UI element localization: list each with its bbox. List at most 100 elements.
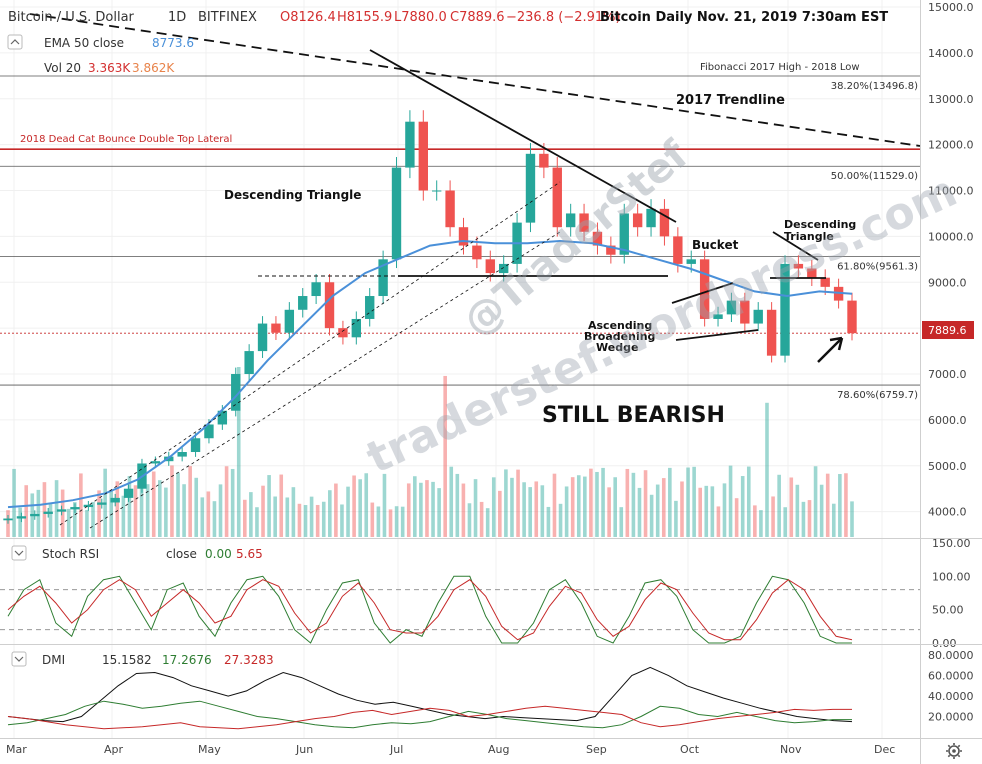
still-bearish-label: STILL BEARISH bbox=[542, 403, 725, 428]
volume-bar bbox=[570, 477, 575, 537]
candle-body[interactable] bbox=[365, 296, 375, 319]
candle-body[interactable] bbox=[231, 374, 241, 411]
candle-body[interactable] bbox=[432, 190, 442, 192]
candle-body[interactable] bbox=[579, 213, 589, 232]
volume-bar bbox=[777, 474, 781, 537]
price-tick-label: 9000.0 bbox=[928, 276, 967, 289]
candle-body[interactable] bbox=[324, 282, 335, 329]
volume-bar bbox=[601, 467, 605, 537]
candle-body[interactable] bbox=[726, 300, 737, 315]
descending-triangle-2-top[interactable] bbox=[772, 231, 819, 261]
candle-body[interactable] bbox=[458, 227, 469, 246]
candle-body[interactable] bbox=[485, 259, 495, 274]
candle-body[interactable] bbox=[525, 153, 536, 223]
candle-body[interactable] bbox=[351, 318, 362, 338]
volume-bar bbox=[558, 503, 563, 537]
volume-label[interactable]: Vol 20 bbox=[44, 61, 81, 75]
candle-body[interactable] bbox=[43, 511, 53, 514]
descending-triangle-2-label-a: Descending bbox=[784, 218, 856, 231]
candle-body[interactable] bbox=[83, 504, 94, 508]
candle-body[interactable] bbox=[418, 121, 428, 191]
candle-body[interactable] bbox=[16, 516, 27, 519]
trendline-2017[interactable] bbox=[29, 13, 921, 147]
volume-bar bbox=[321, 501, 326, 537]
candle-body[interactable] bbox=[552, 167, 562, 228]
candle-body[interactable] bbox=[686, 259, 696, 264]
volume-bar bbox=[655, 484, 660, 537]
stoch-rsi-label[interactable]: Stoch RSI bbox=[42, 547, 99, 561]
candle-body[interactable] bbox=[30, 513, 40, 517]
candle-body[interactable] bbox=[378, 259, 388, 297]
broadening-wedge-top[interactable] bbox=[671, 282, 734, 304]
candle-body[interactable] bbox=[177, 452, 187, 457]
candle-body[interactable] bbox=[820, 277, 830, 287]
interval-label[interactable]: 1D bbox=[168, 10, 186, 25]
candle-body[interactable] bbox=[766, 309, 777, 356]
candle-body[interactable] bbox=[592, 231, 603, 246]
candle-body[interactable] bbox=[284, 309, 295, 333]
candle-body[interactable] bbox=[659, 208, 670, 237]
candle-body[interactable] bbox=[150, 461, 161, 464]
dmi-series--DI[interactable] bbox=[7, 705, 852, 730]
dmi-label[interactable]: DMI bbox=[42, 653, 65, 667]
candle-body[interactable] bbox=[405, 121, 415, 168]
candle-body[interactable] bbox=[646, 208, 656, 228]
dmi-series-+DI[interactable] bbox=[7, 700, 852, 729]
volume-bar bbox=[698, 487, 703, 537]
candle-body[interactable] bbox=[123, 488, 134, 498]
candle-body[interactable] bbox=[97, 502, 107, 505]
candle-body[interactable] bbox=[807, 268, 817, 278]
settings-gear-icon[interactable] bbox=[946, 743, 962, 759]
candle-body[interactable] bbox=[498, 263, 509, 274]
price-tick-label: 12000.0 bbox=[928, 139, 974, 152]
candle-body[interactable] bbox=[699, 259, 710, 319]
candle-body[interactable] bbox=[780, 263, 790, 356]
broadening-wedge-bottom[interactable] bbox=[675, 329, 759, 341]
dmi-pane[interactable] bbox=[0, 646, 920, 738]
collapse-stoch-button[interactable] bbox=[11, 545, 27, 561]
candle-body[interactable] bbox=[217, 410, 228, 425]
ema-50-line[interactable] bbox=[7, 239, 853, 509]
candle-body[interactable] bbox=[338, 328, 348, 338]
candle-body[interactable] bbox=[56, 509, 67, 512]
candle-body[interactable] bbox=[110, 497, 120, 503]
symbol-title[interactable]: Bitcoin / U.S. Dollar bbox=[8, 10, 135, 25]
candle-body[interactable] bbox=[298, 296, 308, 310]
volume-bar bbox=[661, 478, 666, 537]
candle-body[interactable] bbox=[793, 263, 804, 269]
candle-body[interactable] bbox=[632, 213, 643, 228]
candle-body[interactable] bbox=[70, 507, 80, 510]
descending-triangle-top[interactable] bbox=[369, 49, 677, 223]
candle-body[interactable] bbox=[619, 213, 629, 255]
stoch-rsi-pane[interactable] bbox=[0, 540, 920, 644]
volume-bar bbox=[425, 480, 429, 537]
candle-body[interactable] bbox=[713, 314, 723, 319]
candle-body[interactable] bbox=[565, 213, 576, 228]
stoch-series-K[interactable] bbox=[7, 575, 852, 644]
volume-bar bbox=[461, 483, 466, 537]
candle-body[interactable] bbox=[391, 167, 402, 260]
stoch-series-D[interactable] bbox=[7, 579, 853, 641]
candle-body[interactable] bbox=[3, 518, 13, 521]
candle-body[interactable] bbox=[847, 300, 857, 334]
collapse-dmi-button[interactable] bbox=[11, 651, 27, 667]
dmi-series-ADX[interactable] bbox=[7, 666, 853, 723]
candle-body[interactable] bbox=[472, 245, 482, 260]
candle-body[interactable] bbox=[740, 300, 750, 324]
candle-body[interactable] bbox=[190, 438, 201, 453]
candle-body[interactable] bbox=[445, 190, 455, 228]
collapse-indicators-button[interactable] bbox=[7, 34, 23, 50]
candle-body[interactable] bbox=[753, 309, 763, 324]
candle-body[interactable] bbox=[204, 424, 214, 439]
candle-body[interactable] bbox=[539, 153, 549, 168]
price-pane[interactable] bbox=[0, 0, 920, 538]
ema-label[interactable]: EMA 50 close bbox=[44, 36, 124, 50]
candle-body[interactable] bbox=[311, 282, 321, 297]
dead-cat-label: 2018 Dead Cat Bounce Double Top Lateral bbox=[20, 134, 232, 145]
candle-body[interactable] bbox=[244, 351, 254, 375]
candle-body[interactable] bbox=[606, 245, 616, 255]
candle-body[interactable] bbox=[271, 323, 281, 333]
candle-body[interactable] bbox=[673, 236, 683, 264]
candle-body[interactable] bbox=[257, 323, 268, 352]
